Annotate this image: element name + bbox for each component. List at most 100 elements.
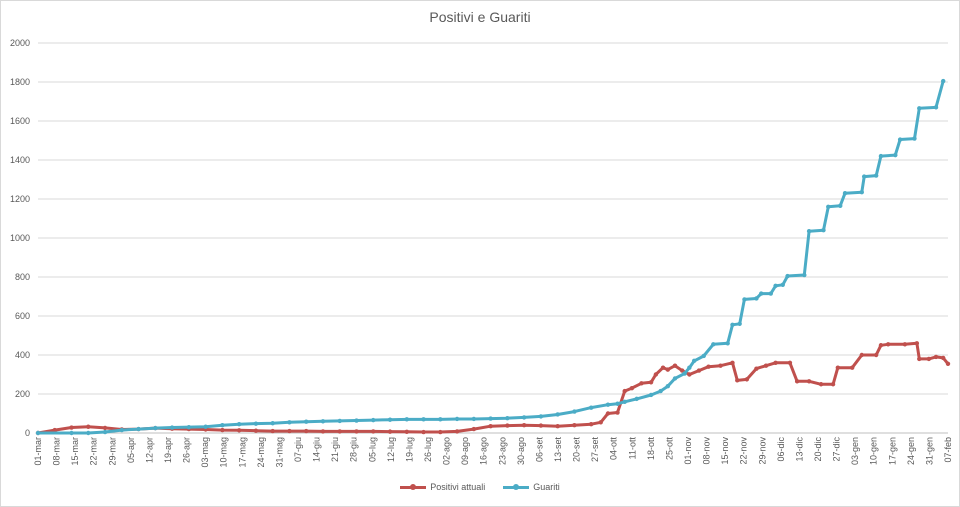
data-point <box>785 273 790 279</box>
data-point <box>270 428 275 434</box>
data-point <box>253 428 259 433</box>
data-point <box>878 343 884 348</box>
x-tick-label: 07-feb <box>943 437 953 463</box>
legend-label-guariti: Guariti <box>533 482 560 492</box>
data-point <box>102 425 108 431</box>
data-point <box>665 367 671 372</box>
data-point <box>153 425 158 431</box>
data-point <box>653 372 659 377</box>
data-point <box>826 204 831 209</box>
data-point <box>634 396 639 402</box>
data-point <box>615 410 620 415</box>
data-point <box>505 423 510 428</box>
data-point <box>203 424 208 429</box>
data-point <box>873 173 879 178</box>
data-point <box>933 354 939 360</box>
data-point <box>759 291 764 296</box>
data-point <box>629 385 635 391</box>
data-point <box>605 411 611 416</box>
x-tick-label: 13-dic <box>794 437 804 462</box>
x-tick-label: 28-giu <box>349 437 359 462</box>
x-tick-label: 06-set <box>534 437 544 463</box>
x-tick-label: 24-gen <box>906 437 916 465</box>
legend-swatch-guariti <box>503 483 530 490</box>
data-point <box>912 136 917 141</box>
data-point <box>287 420 292 425</box>
data-point <box>838 203 843 209</box>
data-point <box>337 418 342 424</box>
x-tick-label: 18-ott <box>646 437 656 461</box>
x-tick-label: 22-nov <box>739 437 749 465</box>
data-point <box>941 355 946 361</box>
x-tick-label: 04-ott <box>609 437 619 461</box>
data-point <box>471 426 477 432</box>
x-tick-label: 08-nov <box>702 437 712 465</box>
y-tick-label: 400 <box>15 350 30 360</box>
data-point <box>691 358 697 364</box>
x-tick-label: 16-ago <box>479 437 489 465</box>
data-point <box>555 423 560 429</box>
data-point <box>169 425 175 430</box>
data-point <box>878 153 884 159</box>
data-point <box>850 365 855 370</box>
x-tick-label: 01-mar <box>33 437 43 466</box>
x-tick-label: 12-lug <box>386 437 396 462</box>
data-point <box>86 424 91 429</box>
data-point <box>696 368 702 373</box>
y-tick-label: 2000 <box>10 38 30 48</box>
data-point <box>320 419 326 424</box>
legend-swatch-positivi <box>400 483 427 490</box>
data-point <box>897 137 903 142</box>
data-point <box>35 430 41 436</box>
data-point <box>806 379 812 384</box>
chart-legend: Positivi attuali Guariti <box>0 482 960 492</box>
x-tick-label: 15-nov <box>720 437 730 465</box>
x-axis-ticks: 01-mar 08-mar 15-mar 22-mar 29-mar 05-apr 12-a… <box>33 437 953 468</box>
x-tick-label: 19-apr <box>163 437 173 463</box>
y-tick-label: 1200 <box>10 194 30 204</box>
data-point <box>471 416 477 422</box>
data-point <box>859 189 864 195</box>
data-point <box>69 425 74 430</box>
x-tick-label: 26-lug <box>423 437 433 462</box>
data-point <box>438 417 443 422</box>
data-point <box>859 352 864 358</box>
y-tick-label: 0 <box>25 428 30 438</box>
x-tick-label: 19-lug <box>404 437 414 462</box>
series-1 <box>35 78 946 436</box>
data-point <box>672 363 678 368</box>
data-point <box>687 365 692 370</box>
y-tick-label: 600 <box>15 311 30 321</box>
data-point <box>730 322 735 327</box>
data-point <box>488 416 493 421</box>
data-point <box>744 377 750 382</box>
data-point <box>679 368 685 373</box>
x-tick-label: 25-ott <box>664 437 674 461</box>
y-tick-label: 1400 <box>10 155 30 165</box>
x-tick-label: 03-mag <box>200 437 210 468</box>
data-point <box>737 321 742 326</box>
data-point <box>605 402 611 407</box>
x-tick-label: 15-mar <box>70 437 80 466</box>
data-point <box>835 365 841 370</box>
x-tick-label: 31-mag <box>274 437 284 468</box>
data-point <box>538 423 544 428</box>
data-point <box>320 429 326 434</box>
data-point <box>941 78 946 84</box>
data-point <box>711 342 716 347</box>
x-tick-label: 10-gen <box>869 437 879 465</box>
gridlines <box>38 42 948 434</box>
x-tick-label: 27-set <box>590 437 600 463</box>
data-point <box>648 392 654 398</box>
x-tick-label: 08-mar <box>52 437 62 466</box>
x-tick-label: 27-dic <box>832 437 842 462</box>
data-point <box>521 415 527 420</box>
data-point <box>639 381 644 386</box>
data-point <box>572 423 577 428</box>
data-point <box>220 423 225 428</box>
x-tick-label: 29-mar <box>107 437 117 466</box>
data-point <box>186 424 192 430</box>
x-tick-label: 20-dic <box>813 437 823 462</box>
y-axis-ticks: 0 200 400 600 800 1000 1200 1400 1600 1800 2000 <box>10 38 30 438</box>
